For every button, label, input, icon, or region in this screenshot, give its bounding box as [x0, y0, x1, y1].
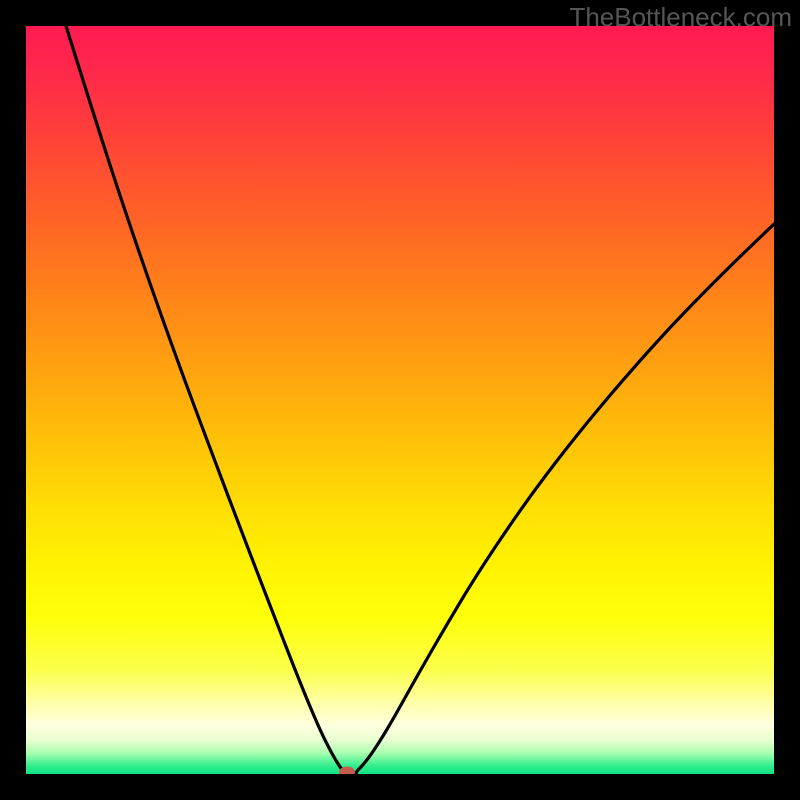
chart-frame: TheBottleneck.com [0, 0, 800, 800]
watermark-label: TheBottleneck.com [569, 2, 792, 33]
plot-area [26, 26, 774, 774]
gradient-background [26, 26, 774, 774]
plot-svg [26, 26, 774, 774]
